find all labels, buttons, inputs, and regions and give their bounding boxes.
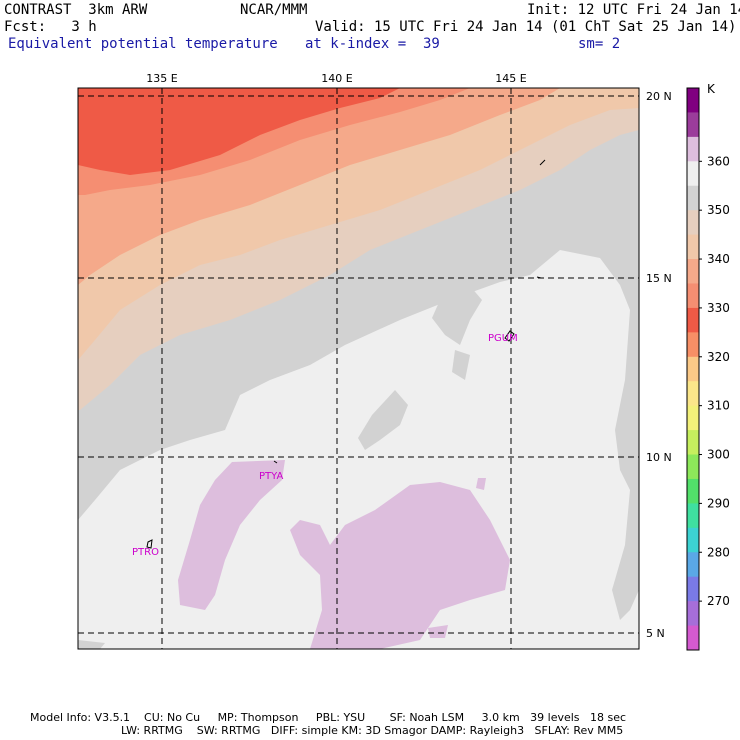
colorbar-swatch [687, 381, 699, 407]
colorbar-swatch [687, 625, 699, 651]
colorbar-label: 330 [707, 301, 730, 315]
colorbar-label: 290 [707, 496, 730, 510]
theta-e-field [78, 88, 639, 649]
lat-label-20: 20 N [646, 90, 672, 103]
colorbar-swatch [687, 503, 699, 529]
model-info-line2: LW: RRTMG SW: RRTMG DIFF: simple KM: 3D … [121, 724, 624, 737]
colorbar-swatch [687, 332, 699, 358]
colorbar-swatch [687, 478, 699, 504]
colorbar-label: 310 [707, 399, 730, 413]
coastlines [146, 159, 546, 549]
colorbar-label: 350 [707, 203, 730, 217]
colorbar-labels: 360 350 340 330 320 310 300 290 280 270 [699, 154, 730, 608]
colorbar-unit: K [707, 82, 716, 96]
colorbar-label: 320 [707, 350, 730, 364]
colorbar-swatch [687, 405, 699, 431]
colorbar-swatch [687, 136, 699, 162]
lat-label-10: 10 N [646, 451, 672, 464]
colorbar-swatch [687, 454, 699, 480]
map-frame [77, 87, 640, 650]
colorbar-swatch [687, 112, 699, 138]
model-title: CONTRAST 3km ARW [4, 2, 148, 18]
colorbar-swatch [687, 307, 699, 333]
map-panel: 135 E 140 E 145 E 20 N 15 N 10 N 5 N PGU… [77, 72, 730, 651]
station-label-pgum: PGUM [488, 333, 518, 344]
colorbar-swatch [687, 210, 699, 236]
colorbar-swatch [687, 234, 699, 260]
graticule [78, 88, 639, 649]
colorbar-swatch [687, 259, 699, 284]
colorbar-swatch [687, 552, 699, 578]
colorbar-label: 270 [707, 594, 730, 608]
lat-label-5: 5 N [646, 627, 665, 640]
colorbar-swatch [687, 527, 699, 553]
colorbar-swatch [687, 88, 699, 113]
colorbar-label: 300 [707, 448, 730, 462]
colorbar-label: 340 [707, 252, 730, 266]
colorbar-swatch [687, 356, 699, 382]
colorbar-frame [686, 87, 700, 651]
smoothing-info: sm= 2 [578, 36, 621, 52]
colorbar-label: 280 [707, 545, 730, 559]
colorbar-swatch [687, 185, 699, 211]
colorbar-swatch [687, 601, 699, 627]
colorbar-swatch [687, 430, 699, 456]
colorbar [686, 87, 700, 651]
forecast-hour: Fcst: 3 h [4, 19, 97, 35]
station-label-ptya: PTYA [259, 471, 283, 482]
init-time: Init: 12 UTC Fri 24 Jan 14 [527, 2, 740, 18]
colorbar-swatch [687, 161, 699, 187]
colorbar-swatch [687, 283, 699, 309]
center-name: NCAR/MMM [240, 2, 308, 18]
lon-label-145: 145 E [495, 72, 526, 85]
lat-label-15: 15 N [646, 272, 672, 285]
station-label-ptro: PTRO [132, 547, 159, 558]
model-info-line1: Model Info: V3.5.1 CU: No Cu MP: Thompso… [30, 711, 627, 724]
level-info: at k-index = 39 [305, 36, 440, 52]
lon-label-135: 135 E [146, 72, 177, 85]
field-name: Equivalent potential temperature [8, 36, 278, 52]
valid-time: Valid: 15 UTC Fri 24 Jan 14 (01 ChT Sat … [315, 19, 737, 35]
colorbar-swatch [687, 576, 699, 602]
lon-label-140: 140 E [321, 72, 352, 85]
colorbar-label: 360 [707, 154, 730, 168]
